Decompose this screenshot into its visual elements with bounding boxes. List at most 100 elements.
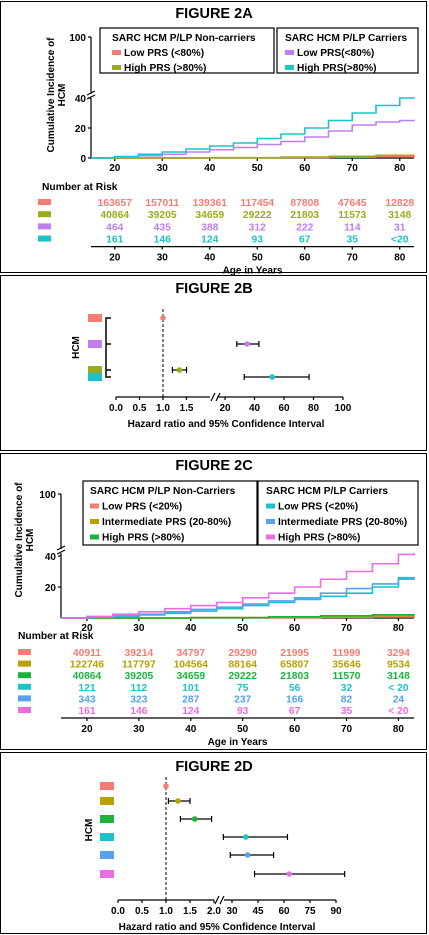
x-axis-label: Age in Years bbox=[208, 737, 268, 748]
x-tick-label: 0.0 bbox=[109, 403, 123, 414]
figure-2b-title: FIGURE 2B bbox=[175, 281, 252, 297]
legend-box bbox=[99, 27, 275, 74]
risk-value: 29290 bbox=[228, 648, 257, 659]
risk-x-label: 30 bbox=[133, 724, 145, 735]
legend-item: Low PRS (<20%) bbox=[102, 502, 182, 513]
legend-item: High PRS (>80%) bbox=[124, 63, 206, 74]
x-axis-break bbox=[210, 392, 221, 402]
hazard-point-blue bbox=[244, 852, 251, 858]
x-tick-label: 60 bbox=[289, 623, 301, 634]
risk-value: 101 bbox=[182, 683, 199, 694]
x-tick-label: 40 bbox=[204, 163, 216, 174]
row-swatch bbox=[100, 851, 114, 859]
x-tick-label: 60 bbox=[299, 163, 311, 174]
risk-value: 3148 bbox=[388, 210, 411, 221]
row-swatch bbox=[88, 373, 102, 381]
risk-x-label: 80 bbox=[394, 253, 406, 264]
risk-value: 139361 bbox=[193, 198, 228, 209]
y-axis-label: HCM bbox=[25, 529, 36, 552]
y-bracket bbox=[105, 317, 111, 378]
hazard-point-gold bbox=[175, 798, 181, 804]
risk-value: 435 bbox=[154, 222, 171, 233]
x-axis-label: Hazard ratio and 95% Confidence Interval bbox=[119, 922, 316, 933]
figure-2a-title: FIGURE 2A bbox=[175, 6, 253, 22]
y-tick-label: 100 bbox=[69, 33, 86, 44]
risk-value: 21803 bbox=[280, 671, 309, 682]
legend-item: High PRS (>80%) bbox=[278, 533, 360, 544]
risk-value: 65807 bbox=[280, 660, 309, 671]
legend-swatch bbox=[266, 534, 275, 540]
risk-value: 24 bbox=[393, 694, 405, 705]
panel-2d bbox=[0, 752, 427, 934]
risk-row-swatch bbox=[38, 223, 51, 230]
legend-swatch bbox=[90, 534, 99, 540]
hazard-point-teal bbox=[243, 834, 249, 840]
legend-item: High PRS (>80%) bbox=[102, 533, 184, 544]
risk-value: 161 bbox=[106, 235, 123, 246]
risk-value: 163657 bbox=[98, 198, 133, 209]
risk-value: 114 bbox=[344, 222, 361, 233]
risk-value: < 20 bbox=[388, 706, 409, 717]
legend-title: SARC HCM P/LP Carriers bbox=[266, 486, 388, 497]
risk-value: 88164 bbox=[228, 660, 257, 671]
risk-row-swatch bbox=[18, 695, 31, 702]
risk-value: 323 bbox=[130, 694, 147, 705]
risk-value: 29222 bbox=[228, 671, 257, 682]
y-tick-label: 0 bbox=[80, 154, 86, 165]
y-tick-label: 20 bbox=[75, 124, 87, 135]
row-swatch bbox=[100, 815, 114, 823]
x-tick-label: 1.5 bbox=[183, 906, 197, 917]
x-tick-label: 60 bbox=[278, 906, 290, 917]
row-swatch bbox=[100, 782, 114, 790]
hazard-point-green bbox=[192, 816, 198, 822]
x-tick-label: 30 bbox=[133, 623, 145, 634]
y-axis-label: HCM bbox=[84, 819, 95, 842]
risk-x-label: 50 bbox=[252, 253, 264, 264]
risk-value: <20 bbox=[391, 235, 409, 246]
risk-value: 11570 bbox=[332, 671, 360, 682]
figure-2c-title: FIGURE 2C bbox=[175, 458, 253, 474]
risk-value: 35 bbox=[347, 235, 359, 246]
x-tick-label: 1.5 bbox=[180, 403, 194, 414]
risk-value: 104564 bbox=[174, 660, 209, 671]
x-tick-label: 1.0 bbox=[159, 906, 173, 917]
panel-2b bbox=[0, 275, 427, 451]
hazard-point-salmon bbox=[163, 783, 169, 789]
row-swatch bbox=[88, 314, 102, 322]
x-tick-label: 30 bbox=[157, 163, 169, 174]
legend-item: Intermediate PRS (20-80%) bbox=[278, 517, 407, 528]
x-tick-label: 50 bbox=[252, 163, 264, 174]
risk-value: 75 bbox=[237, 683, 249, 694]
y-tick-label: 20 bbox=[45, 583, 57, 594]
risk-value: 39205 bbox=[125, 671, 154, 682]
x-tick-label: 70 bbox=[347, 163, 359, 174]
risk-value: 112 bbox=[131, 683, 148, 694]
risk-value: 388 bbox=[201, 222, 218, 233]
legend-swatch bbox=[112, 50, 121, 55]
x-tick-label: 0.5 bbox=[133, 403, 147, 414]
risk-value: 21995 bbox=[280, 648, 309, 659]
risk-value: 11999 bbox=[332, 648, 360, 659]
legend-swatch bbox=[285, 50, 294, 55]
risk-x-label: 50 bbox=[237, 724, 249, 735]
legend-title: SARC HCM P/LP Non-carriers bbox=[112, 33, 256, 44]
risk-value: 40864 bbox=[73, 671, 102, 682]
y-axis-label: Cumulative Incidence of bbox=[46, 37, 57, 153]
risk-value: < 20 bbox=[388, 683, 409, 694]
risk-value: 40864 bbox=[100, 210, 129, 221]
row-swatch bbox=[100, 833, 114, 841]
risk-value: 67 bbox=[299, 235, 311, 246]
legend-box bbox=[82, 480, 258, 546]
risk-row-swatch bbox=[38, 211, 51, 218]
risk-value: 121 bbox=[78, 683, 95, 694]
risk-value: 56 bbox=[289, 683, 301, 694]
km-curve-blue bbox=[61, 576, 415, 619]
row-swatch bbox=[100, 797, 114, 805]
risk-value: 9534 bbox=[387, 660, 410, 671]
risk-table-label: Number at Risk bbox=[42, 182, 118, 193]
legend-swatch bbox=[90, 519, 99, 524]
risk-value: 12828 bbox=[385, 198, 414, 209]
x-tick-label: 50 bbox=[237, 623, 249, 634]
x-tick-label: 70 bbox=[341, 623, 353, 634]
x-tick-label: 80 bbox=[393, 623, 405, 634]
